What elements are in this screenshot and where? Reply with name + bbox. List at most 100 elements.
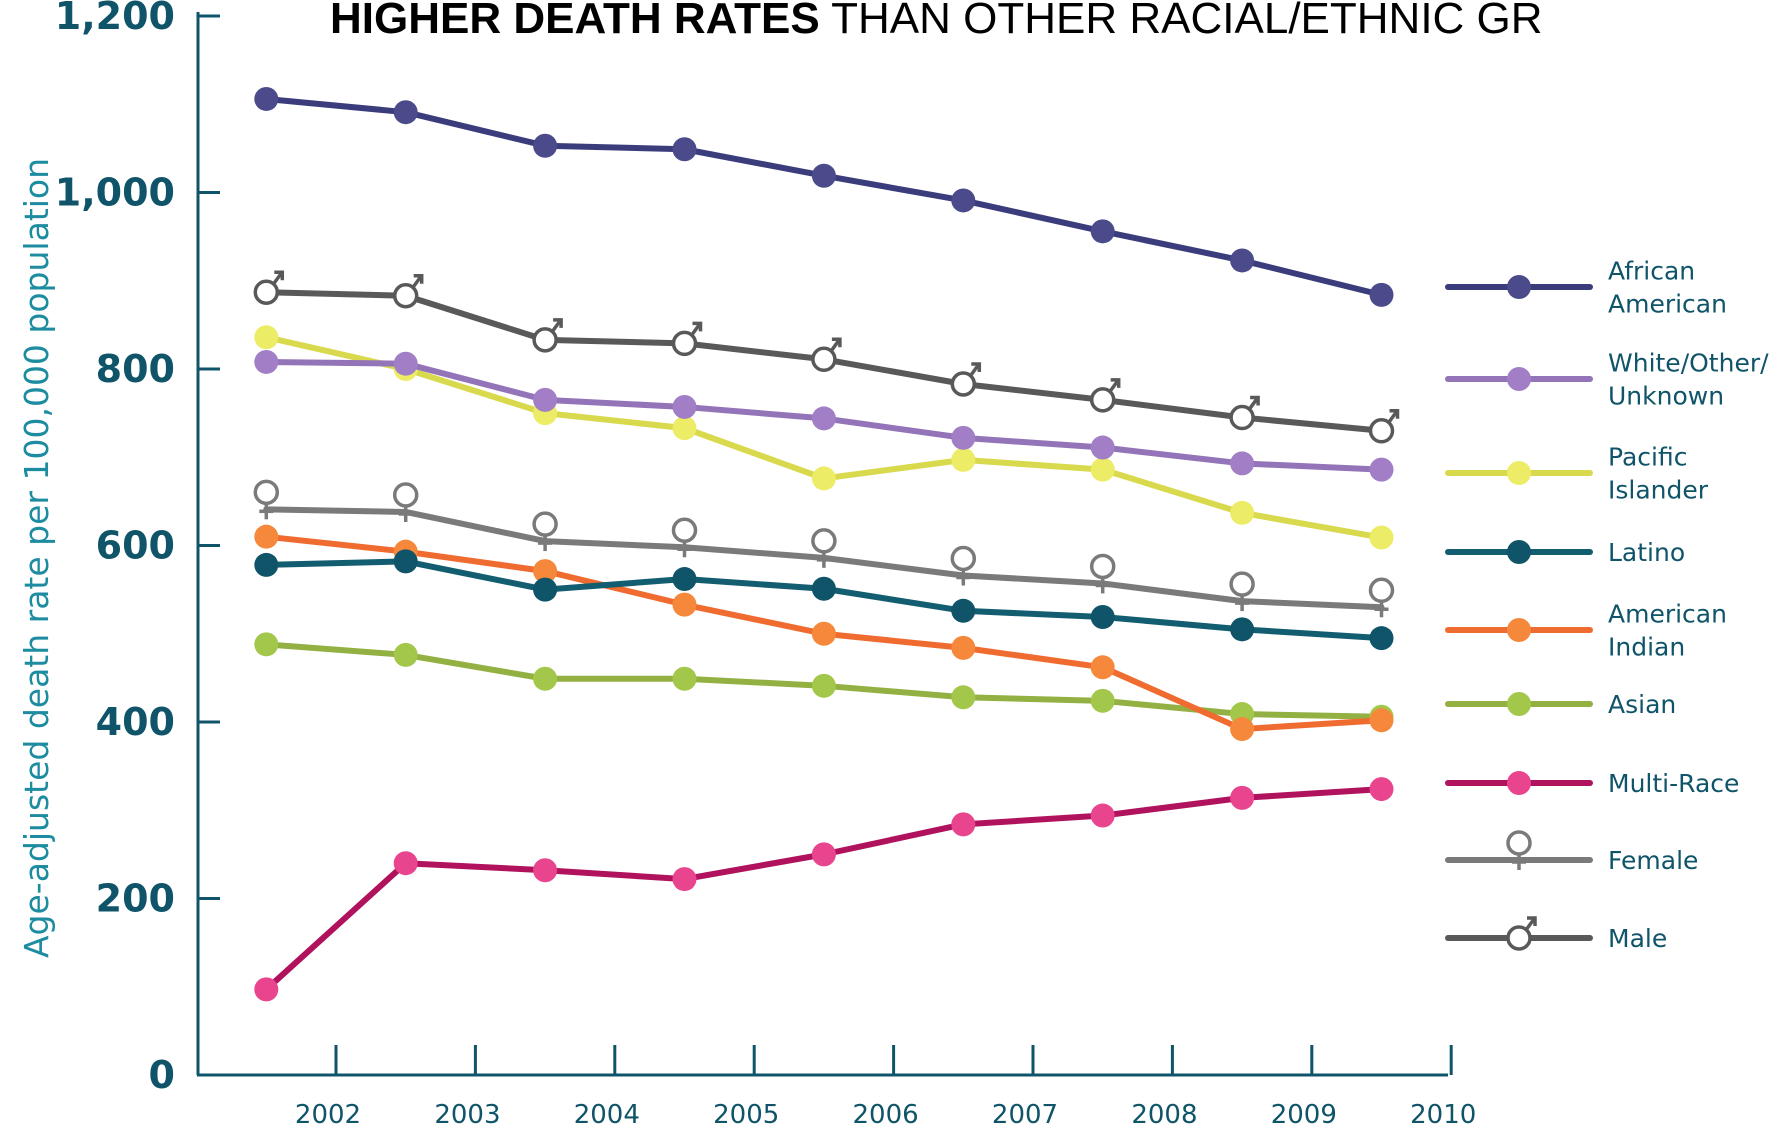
female-point-marker [532, 511, 558, 552]
male-point-marker [392, 274, 424, 309]
female-point-marker [811, 528, 837, 568]
series-asian [254, 632, 1394, 729]
data-point-latino [1090, 604, 1115, 629]
legend-label: American Indian [1608, 600, 1727, 662]
data-point-white-other [1230, 451, 1255, 476]
data-point-latino [672, 567, 697, 592]
data-point-african-american [951, 188, 976, 213]
data-point-american-indian [1090, 655, 1115, 680]
data-point-asian [811, 673, 836, 698]
data-point-american-indian [254, 524, 279, 549]
data-point-african-american [533, 133, 558, 158]
x-tick-label: 2009 [1271, 1100, 1337, 1130]
data-point-white-other [254, 349, 279, 374]
data-point-multi-race [533, 858, 558, 883]
female-point-marker [950, 545, 977, 586]
data-point-pacific-islander [254, 325, 279, 350]
series-latino [254, 549, 1394, 651]
legend-marker [1507, 540, 1531, 564]
data-point-white-other [811, 406, 836, 431]
data-point-multi-race [811, 842, 836, 867]
data-point-multi-race [1369, 777, 1394, 802]
female-point-marker [1089, 553, 1116, 594]
data-point-asian [951, 685, 976, 710]
legend-label: Pacific Islander [1608, 443, 1709, 505]
legend-label: Latino [1608, 538, 1685, 567]
data-point-african-american [811, 163, 836, 188]
y-tick-label: 800 [96, 347, 175, 391]
series-female [253, 479, 1395, 618]
data-point-white-other [1369, 457, 1394, 482]
x-tick-label: 2003 [434, 1100, 500, 1130]
data-point-american-indian [1230, 717, 1255, 742]
data-point-white-other [533, 387, 558, 412]
legend-item-male: Male [1445, 916, 1667, 953]
legend-item-latino: Latino [1445, 538, 1685, 567]
chart-title-rest: THAN OTHER RACIAL/ETHNIC GR [820, 0, 1543, 43]
data-point-american-indian [672, 592, 697, 617]
x-tick-label: 2010 [1410, 1100, 1476, 1130]
y-axis-label: Age-adjusted death rate per 100,000 popu… [17, 158, 56, 958]
data-point-asian [393, 642, 418, 667]
data-point-african-american [1369, 282, 1394, 307]
data-point-american-indian [1369, 708, 1394, 733]
male-point-marker [811, 337, 842, 373]
data-point-american-indian [811, 621, 836, 646]
data-point-pacific-islander [1230, 500, 1255, 525]
x-tick-label: 2007 [992, 1100, 1058, 1130]
x-tick-label: 2004 [574, 1100, 640, 1130]
data-point-latino [254, 552, 279, 577]
data-point-american-indian [951, 635, 976, 660]
series-line-african-american [263, 95, 1385, 298]
x-tick-label: 2005 [713, 1100, 779, 1130]
female-point-marker [253, 479, 280, 520]
data-point-multi-race [1090, 803, 1115, 828]
legend-item-white-other: White/Other/Unknown [1445, 349, 1769, 411]
chart-title-bold: HIGHER DEATH RATES [330, 0, 820, 43]
chart-title: HIGHER DEATH RATES THAN OTHER RACIAL/ETH… [330, 0, 1543, 43]
male-point-marker [253, 270, 285, 305]
axes: 0 200 400 600 800 1,000 1,200 2002 2003 2004 2005 2… [55, 0, 1476, 1130]
legend-item-african-american: African American [1445, 257, 1727, 319]
data-point-african-american [254, 86, 279, 111]
data-point-african-american [393, 100, 418, 125]
male-point-marker [950, 362, 982, 397]
series-male [253, 270, 1400, 444]
legend-item-asian: Asian [1445, 690, 1676, 719]
legend-label: Male [1608, 924, 1667, 953]
legend-male-marker [1506, 916, 1537, 951]
data-point-white-other [951, 425, 976, 450]
legend-female-marker [1506, 830, 1532, 870]
data-point-latino [393, 549, 418, 574]
data-point-african-american [1090, 219, 1115, 244]
data-point-multi-race [254, 977, 279, 1002]
legend-item-american-indian: American Indian [1445, 600, 1727, 662]
legend-label: Female [1608, 846, 1698, 875]
data-point-latino [951, 598, 976, 623]
female-point-marker [1229, 571, 1255, 612]
legend-label: African American [1608, 257, 1727, 319]
data-point-asian [672, 666, 697, 691]
legend-marker [1507, 461, 1531, 485]
series-multi-race [254, 777, 1394, 1002]
series-white-other [254, 349, 1394, 482]
male-point-marker [1089, 378, 1121, 413]
data-point-pacific-islander [1090, 457, 1115, 482]
data-point-pacific-islander [811, 466, 836, 491]
y-tick-label: 1,200 [55, 0, 175, 38]
data-point-latino [1369, 626, 1394, 651]
legend-item-pacific-islander: Pacific Islander [1445, 443, 1709, 505]
legend-label: White/Other/Unknown [1608, 349, 1769, 411]
data-point-african-american [1230, 248, 1255, 273]
data-point-latino [533, 577, 558, 602]
y-tick-label: 600 [96, 524, 175, 568]
legend-item-female: Female [1445, 830, 1698, 875]
y-tick-label: 1,000 [55, 171, 175, 215]
data-point-pacific-islander [951, 447, 976, 472]
x-tick-label: 2002 [295, 1100, 361, 1130]
data-point-african-american [672, 137, 697, 162]
legend: African American White/Other/Unknown Pacifi… [1445, 257, 1769, 953]
data-point-multi-race [393, 851, 418, 876]
y-tick-label: 0 [149, 1053, 175, 1097]
